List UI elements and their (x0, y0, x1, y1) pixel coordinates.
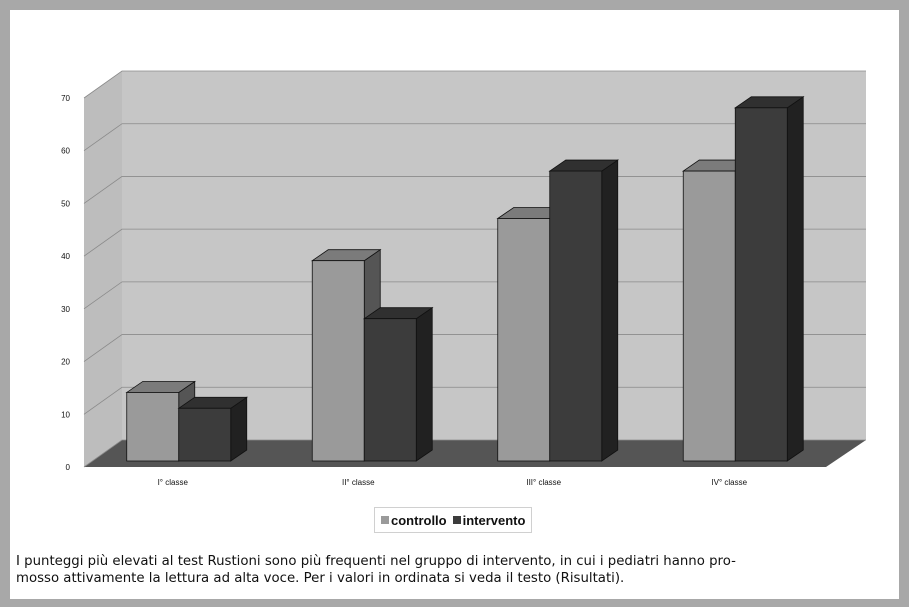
bar-front (549, 170, 603, 462)
y-tick-label: 0 (66, 463, 71, 472)
bars (125, 96, 805, 462)
y-axis-ticks: 0 10 20 30 40 50 60 70 (61, 94, 70, 472)
legend-swatch-intervento (452, 516, 461, 524)
legend-item-controllo: controllo (381, 513, 447, 528)
bar-intervento-1 (177, 396, 249, 462)
bar-side (415, 306, 433, 462)
bar-intervento-3 (548, 159, 620, 462)
bar-intervento-2 (362, 306, 434, 462)
y-tick-label: 70 (61, 94, 70, 103)
bar-front (126, 392, 180, 462)
x-category-label: IV° classe (711, 478, 747, 487)
bar-side (786, 96, 804, 462)
y-tick-label: 50 (61, 199, 70, 208)
x-category-label: III° classe (526, 478, 561, 487)
figure-caption: I punteggi più elevati al test Rustioni … (16, 554, 736, 586)
x-category-label: II° classe (342, 478, 375, 487)
legend-label-controllo: controllo (391, 512, 447, 528)
bar-intervento-4 (733, 96, 805, 462)
legend-item-intervento: intervento (452, 512, 526, 528)
chart-floor (84, 440, 866, 467)
y-tick-label: 20 (61, 358, 70, 367)
y-tick-label: 10 (61, 410, 70, 419)
bar-side (601, 159, 619, 462)
y-tick-label: 60 (61, 147, 70, 156)
bar-front (734, 107, 788, 462)
bar-front (311, 260, 365, 462)
y-tick-label: 40 (61, 252, 70, 261)
legend: controllo intervento (374, 507, 533, 533)
x-category-label: I° classe (158, 478, 189, 487)
y-tick-label: 30 (61, 305, 70, 314)
gridline (83, 70, 866, 99)
x-axis-categories: I° classe II° classe III° classe IV° classe (158, 478, 748, 487)
bar-front (178, 407, 232, 462)
chart-side-wall (84, 71, 122, 467)
bar-front (497, 218, 551, 462)
bar-front (682, 170, 736, 462)
gridline (83, 123, 866, 152)
legend-swatch-controllo (381, 516, 389, 524)
legend-label-intervento: intervento (462, 512, 526, 528)
chart-back-wall (122, 71, 866, 440)
bar-front (363, 318, 417, 462)
